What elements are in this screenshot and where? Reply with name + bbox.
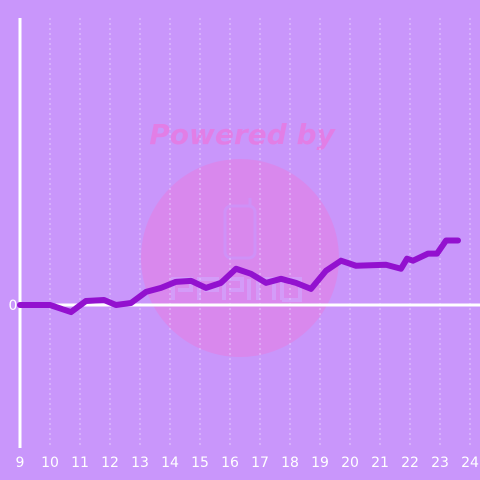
x-tick-label: 14 — [161, 455, 179, 471]
x-tick-label: 10 — [41, 455, 59, 471]
series-line — [17, 237, 461, 316]
grid-layer — [49, 18, 471, 448]
x-tick-label: 23 — [431, 455, 449, 471]
x-tick-label: 16 — [221, 455, 239, 471]
x-tick-label: 13 — [131, 455, 149, 471]
watermark-powered-by-text: Powered by — [149, 118, 336, 151]
x-tick-label: 24 — [461, 455, 479, 471]
x-tick-label: 17 — [251, 455, 269, 471]
axes-layer — [18, 18, 480, 448]
labels-layer: 9 10 11 12 13 14 15 16 17 18 19 20 21 22 23 24 0 — [9, 298, 479, 471]
x-tick-label: 18 — [281, 455, 299, 471]
x-tick-label: 19 — [311, 455, 329, 471]
x-tick-label: 11 — [71, 455, 89, 471]
y-tick-label: 0 — [9, 298, 18, 314]
x-tick-label: 21 — [371, 455, 389, 471]
x-tick-label: 9 — [16, 455, 25, 471]
watermark-phone-icon — [223, 204, 257, 260]
series-layer — [17, 237, 461, 316]
x-tick-label: 20 — [341, 455, 359, 471]
x-tick-label: 22 — [401, 455, 419, 471]
x-tick-label: 15 — [191, 455, 209, 471]
x-tick-label: 12 — [101, 455, 119, 471]
